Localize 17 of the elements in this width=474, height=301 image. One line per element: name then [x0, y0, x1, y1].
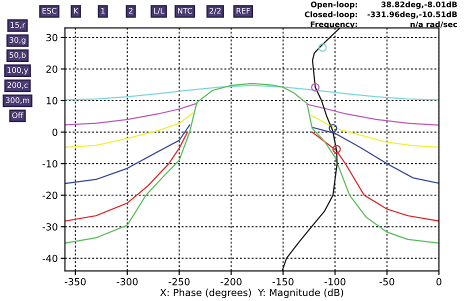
x-tick-label: 0 [436, 278, 442, 286]
x-tick-label: -50 [380, 278, 394, 286]
y-tick-label: -40 [42, 254, 58, 262]
y-tick-label: 10 [46, 97, 58, 104]
x-tick-label: -250 [168, 278, 190, 286]
x-tick-label: -200 [220, 278, 242, 286]
x-axis-title: X: Phase (degrees) Y: Magnitude (dB) [160, 288, 344, 298]
y-tick-label: 30 [46, 34, 58, 42]
x-tick-label: -300 [116, 278, 138, 286]
y-tick-label: -30 [42, 223, 58, 231]
y-tick-label: -10 [42, 160, 58, 168]
x-tick-label: -100 [324, 278, 346, 286]
y-tick-label: 20 [46, 65, 58, 73]
x-tick-label: -150 [272, 278, 294, 286]
y-tick-label: 0 [52, 128, 58, 136]
y-tick-label: -20 [42, 192, 58, 200]
x-tick-label: -350 [64, 278, 86, 286]
